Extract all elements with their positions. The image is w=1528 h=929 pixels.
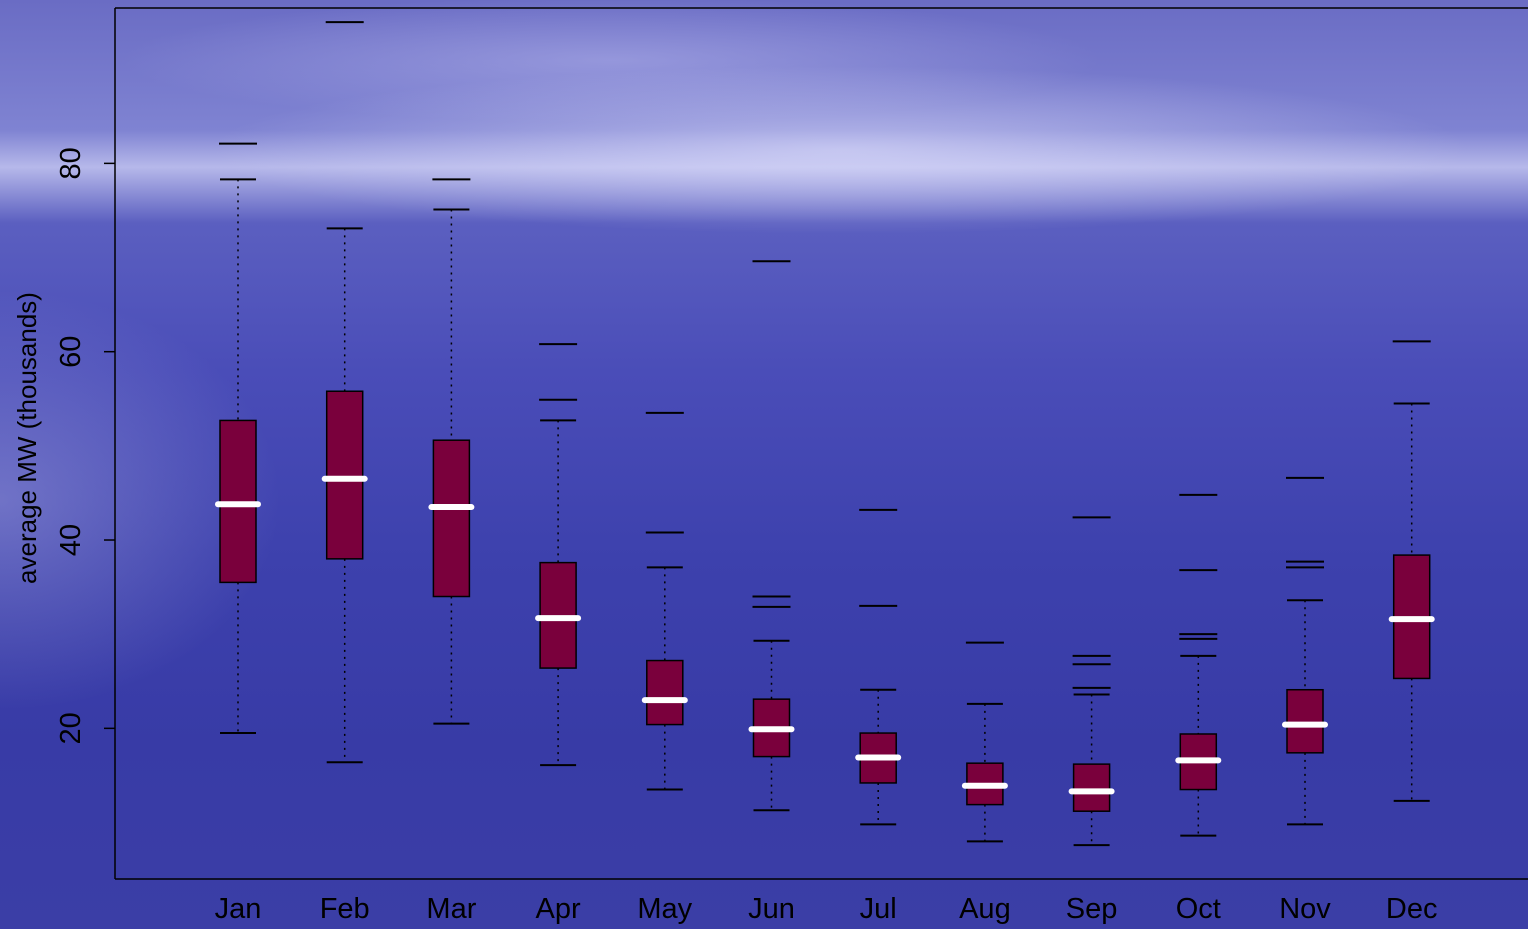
x-tick-label-feb: Feb [320, 893, 370, 925]
x-tick-label-sep: Sep [1066, 893, 1118, 925]
box-jan [215, 142, 261, 735]
box-iqr [1072, 763, 1111, 812]
x-tick-label-aug: Aug [959, 893, 1011, 925]
x-tick-label-oct: Oct [1176, 893, 1221, 925]
x-tick-label-dec: Dec [1386, 893, 1438, 925]
box-nov [1282, 476, 1328, 826]
y-axis-title: average MW (thousands) [12, 292, 42, 584]
y-tick-label: 60 [55, 336, 87, 368]
box-iqr [1286, 688, 1324, 754]
box-apr [535, 343, 582, 767]
y-tick-label: 40 [55, 524, 87, 556]
box-iqr [432, 439, 471, 598]
box-jul [855, 508, 902, 826]
box-jun [748, 260, 795, 812]
x-tick-label-jul: Jul [860, 893, 897, 925]
x-tick-label-nov: Nov [1279, 893, 1331, 925]
y-tick-label: 20 [55, 712, 87, 744]
box-may [641, 411, 688, 791]
box-oct [1175, 493, 1222, 837]
box-dec [1388, 340, 1435, 802]
box-feb [321, 21, 368, 764]
y-ticks: 20 40 60 80 [55, 147, 115, 744]
x-tick-label-may: May [637, 893, 692, 925]
x-tick-label-jan: Jan [215, 893, 262, 925]
box-iqr [325, 390, 364, 560]
box-mar [428, 178, 475, 725]
box-sep [1068, 516, 1115, 847]
x-tick-label-mar: Mar [426, 893, 476, 925]
axes: average MW (thousands) [12, 7, 1528, 880]
x-tick-labels: Jan Feb Mar Apr May Jun Jul Aug Sep Oct Nov Dec [215, 893, 1438, 925]
box-aug [961, 641, 1008, 843]
x-tick-label-apr: Apr [536, 893, 581, 925]
box-iqr [646, 659, 684, 726]
y-tick-label: 80 [55, 147, 87, 179]
boxes [215, 21, 1435, 847]
x-tick-label-jun: Jun [748, 893, 795, 925]
